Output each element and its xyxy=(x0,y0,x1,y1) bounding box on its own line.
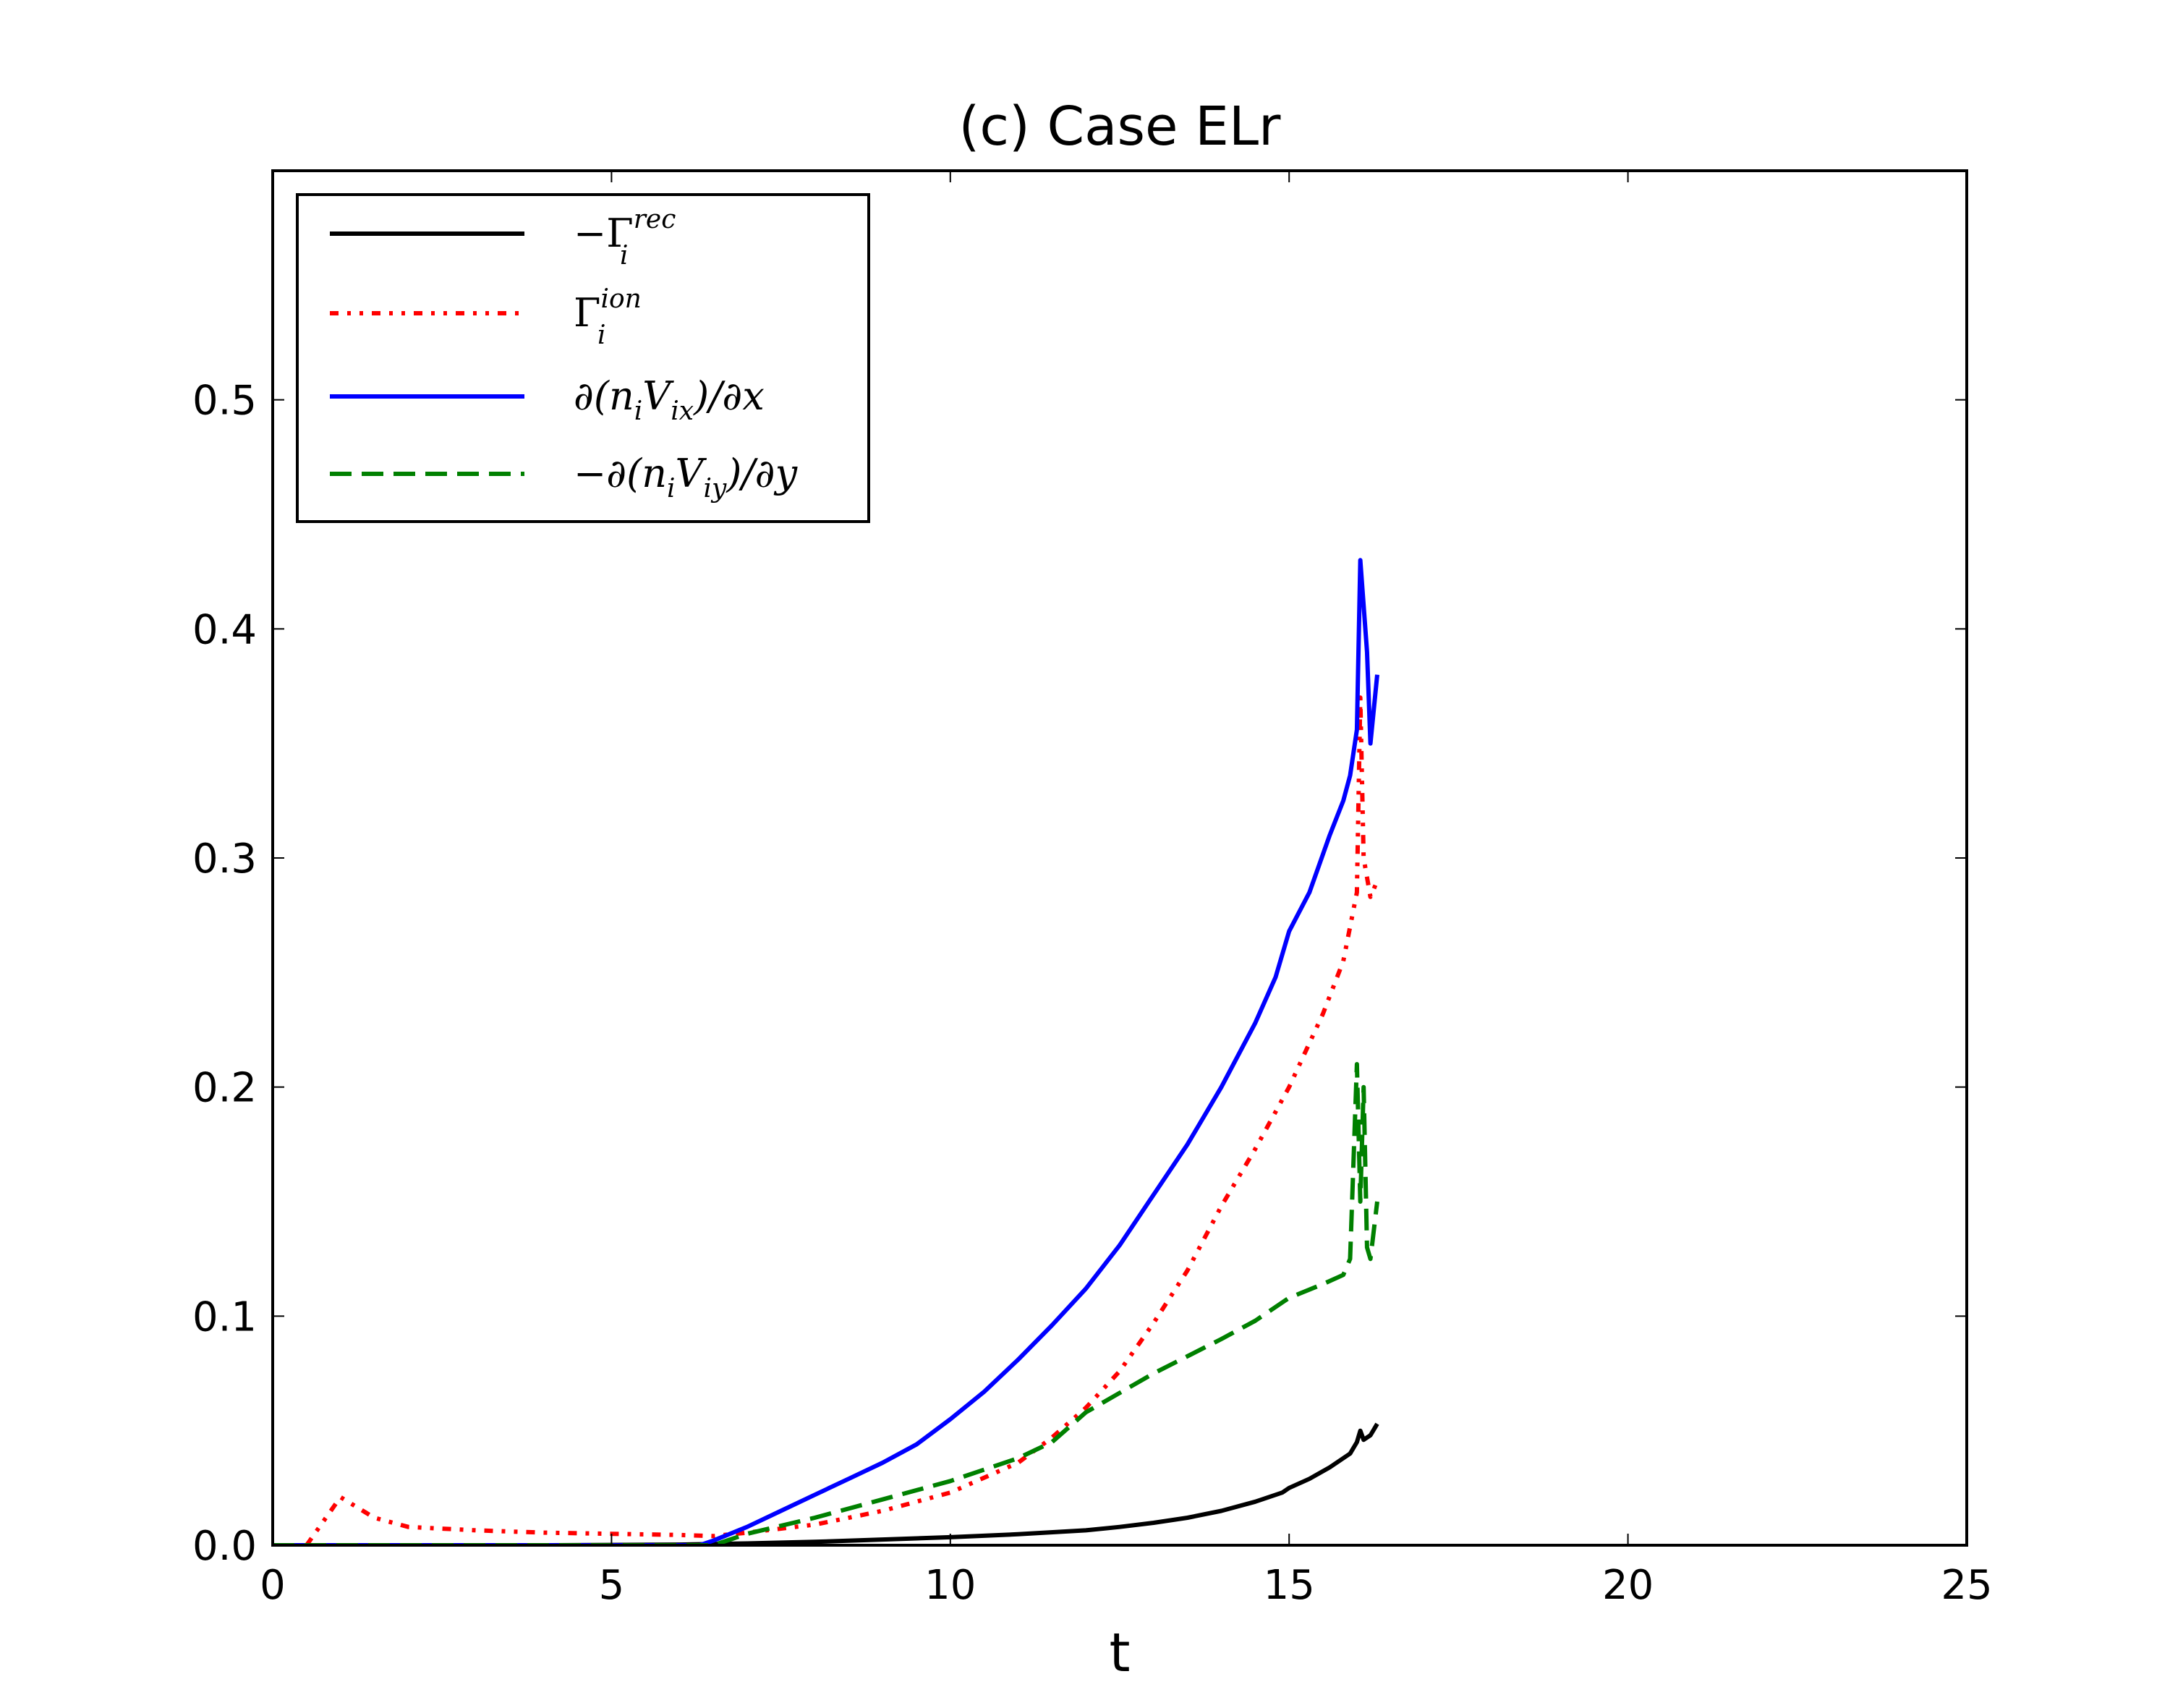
x-axis-label: t xyxy=(1109,1622,1130,1684)
x-tick-label: 25 xyxy=(1941,1562,1992,1609)
series-line-1 xyxy=(273,1422,1379,1545)
y-tick-label: 0.0 xyxy=(192,1523,257,1570)
series-line-4 xyxy=(273,1062,1379,1545)
y-tick-label: 0.3 xyxy=(192,836,257,883)
plot-frame xyxy=(271,169,1968,1547)
legend-label-3: ∂(niVix)/∂x xyxy=(574,373,765,426)
plot-area xyxy=(273,558,1379,1545)
y-tick-label: 0.2 xyxy=(192,1065,257,1112)
axis-ticks: 0 5 10 15 20 25 0.0 0.1 0.2 0.3 0.4 0.5 xyxy=(192,171,1993,1609)
x-tick-label: 5 xyxy=(599,1562,625,1609)
legend-label-4: −∂(niViy)/∂y xyxy=(574,451,799,504)
legend: −Γrec i Γion i ∂(niVix)/∂x −∂(niViy)/∂y xyxy=(296,193,870,523)
chart-title: (c) Case ELr xyxy=(959,95,1282,158)
legend-label-2: Γion i xyxy=(574,284,642,350)
y-tick-label: 0.4 xyxy=(192,606,257,653)
x-tick-label: 10 xyxy=(924,1562,976,1609)
y-tick-label: 0.1 xyxy=(192,1293,257,1341)
legend-box xyxy=(296,193,870,523)
x-tick-label: 15 xyxy=(1264,1562,1315,1609)
y-tick-label: 0.5 xyxy=(192,378,257,425)
x-tick-label: 0 xyxy=(260,1562,286,1609)
series-line-3 xyxy=(273,558,1379,1545)
x-tick-label: 20 xyxy=(1602,1562,1654,1609)
legend-label-1: −Γrec i xyxy=(574,205,676,271)
